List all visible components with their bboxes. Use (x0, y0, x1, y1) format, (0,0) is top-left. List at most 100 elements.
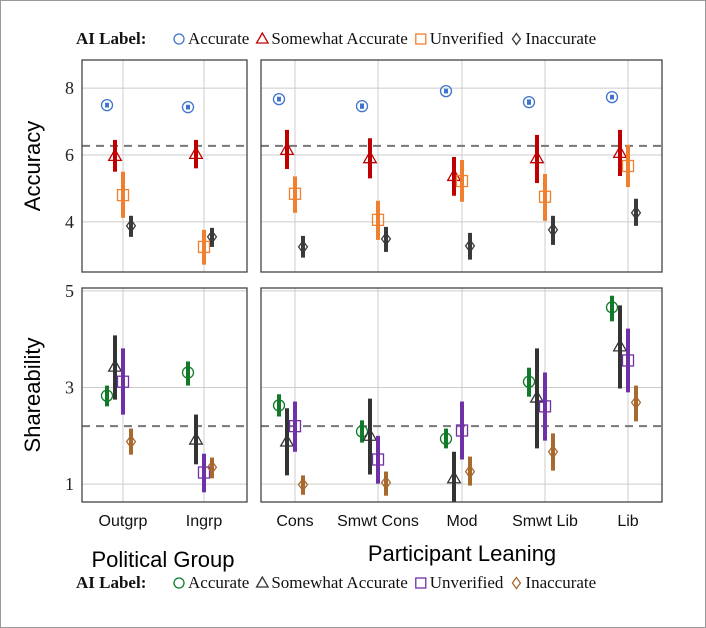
panel-accuracy-participant-leaning (260, 59, 663, 273)
data-point-triangle (279, 142, 295, 155)
data-point-square (288, 187, 302, 200)
y-tick-label: 6 (65, 145, 74, 165)
data-point-square (538, 400, 552, 413)
legend-bottom: AI Label: Accurate Somewhat Accurate Unveri… (76, 573, 596, 592)
data-point-circle (439, 432, 453, 445)
legend-entry-label: Accurate (188, 573, 249, 592)
x-tick-label: Outgrp (99, 513, 148, 530)
data-point-diamond (547, 222, 559, 238)
legend-entry-label: Somewhat Accurate (271, 573, 407, 592)
data-point-diamond (125, 434, 137, 449)
panel-border (81, 59, 248, 273)
data-point-square (288, 420, 302, 433)
legend-entry-label: Unverified (430, 573, 504, 592)
data-point-diamond (380, 231, 392, 247)
legend-entry-label: Somewhat Accurate (271, 29, 407, 48)
panel-border (81, 287, 248, 503)
y-tick-label: 8 (65, 78, 74, 98)
legend-title: AI Label: (76, 573, 146, 592)
data-point-triangle (279, 433, 295, 447)
y-tick-label: 5 (65, 281, 74, 301)
data-point-diamond (630, 395, 642, 410)
x-tick-label: Smwt Cons (337, 513, 419, 530)
x-tick-label: Lib (617, 513, 638, 530)
data-point-circle (181, 100, 195, 114)
data-point-triangle (107, 358, 123, 372)
data-point-circle (522, 375, 536, 388)
data-point-diamond (547, 444, 559, 459)
data-point-square (621, 159, 635, 173)
data-point-diamond (464, 238, 476, 254)
data-point-triangle (362, 150, 378, 164)
data-point-square (371, 453, 385, 466)
data-point-triangle (446, 470, 462, 484)
data-layer (272, 84, 642, 260)
panel-border (260, 59, 663, 273)
data-layer (272, 295, 642, 502)
data-point-circle (355, 99, 369, 113)
data-point-square (116, 375, 130, 388)
data-point-square (116, 188, 130, 202)
data-point-triangle (529, 150, 545, 164)
data-point-diamond (464, 464, 476, 479)
data-point-triangle (612, 145, 628, 159)
x-axis-label-participant-leaning: Participant Leaning (368, 541, 556, 566)
data-point-diamond (297, 477, 309, 492)
data-point-diamond (206, 460, 218, 475)
legend-title: AI Label: (76, 29, 146, 48)
panel-shareability-political-group: 1 3 5 Outgrp Ingrp (65, 281, 248, 530)
data-point-diamond (206, 229, 218, 245)
y-axis-label-shareability: Shareability (20, 338, 45, 453)
data-point-triangle (362, 427, 378, 441)
data-point-circle (272, 92, 286, 106)
data-point-diamond (630, 205, 642, 220)
legend-entry-label: Unverified (430, 29, 504, 48)
data-point-square (455, 174, 469, 188)
data-point-square (371, 213, 385, 226)
x-tick-label: Smwt Lib (512, 513, 578, 530)
data-point-triangle (188, 146, 204, 160)
x-tick-label: Cons (276, 513, 313, 530)
legend-entry-label: Accurate (188, 29, 249, 48)
data-point-circle (439, 84, 453, 98)
data-point-square (455, 424, 469, 437)
y-tick-label: 4 (65, 212, 74, 232)
legend-marker-circle (173, 577, 185, 589)
y-tick-label: 3 (65, 378, 74, 398)
data-point-diamond (125, 218, 137, 234)
legend-marker-diamond (511, 32, 522, 46)
data-point-circle (100, 389, 114, 402)
data-point-diamond (380, 475, 392, 490)
x-tick-label: Mod (446, 513, 477, 530)
legend-marker-triangle (255, 575, 270, 588)
y-axis-label-accuracy: Accuracy (20, 121, 45, 211)
data-point-diamond (297, 239, 309, 255)
data-point-square (197, 466, 211, 479)
data-point-square (197, 240, 211, 254)
data-point-circle (605, 90, 619, 104)
legend-marker-diamond (511, 576, 522, 590)
data-point-circle (181, 366, 195, 379)
data-point-triangle (529, 389, 545, 403)
panel-accuracy-political-group: 4 6 8 (65, 59, 248, 273)
data-layer (100, 335, 218, 493)
data-point-triangle (188, 431, 204, 445)
data-point-circle (522, 95, 536, 109)
data-point-square (538, 190, 552, 203)
panel-shareability-participant-leaning: Cons Smwt Cons Mod Smwt Lib Lib (260, 287, 663, 530)
data-point-circle (605, 301, 619, 314)
x-axis-label-political-group: Political Group (91, 547, 234, 572)
data-point-square (621, 354, 635, 367)
legend-marker-square (415, 577, 427, 589)
data-point-circle (355, 425, 369, 438)
legend-entry-label: Inaccurate (525, 573, 596, 592)
data-point-triangle (612, 338, 628, 352)
legend-marker-triangle (255, 31, 270, 44)
data-point-circle (100, 98, 114, 112)
data-point-circle (272, 399, 286, 412)
legend-marker-square (415, 33, 427, 45)
panel-border (260, 287, 663, 503)
legend-entry-label: Inaccurate (525, 29, 596, 48)
